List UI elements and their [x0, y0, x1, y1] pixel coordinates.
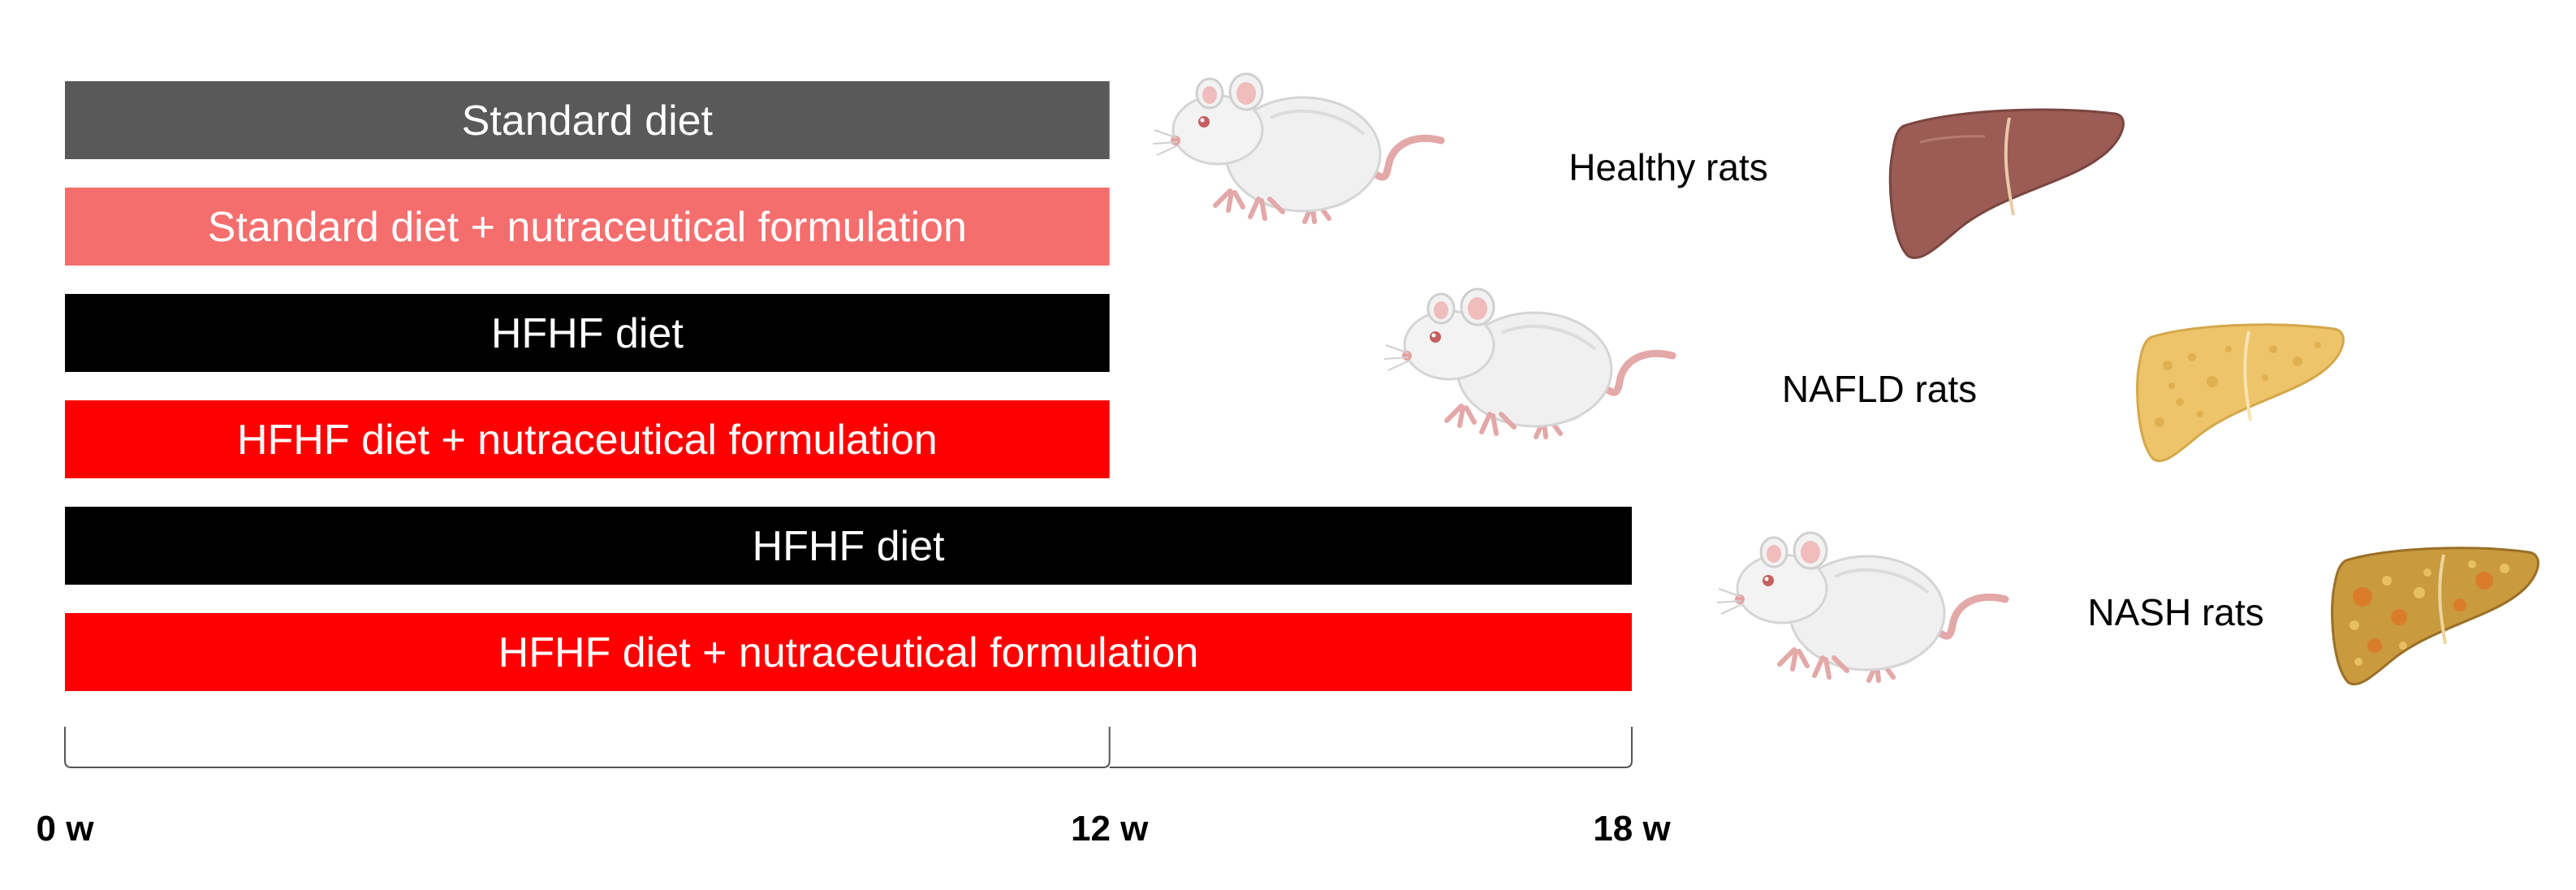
- outcome-label-nafld: NAFLD rats: [1782, 368, 1977, 410]
- outcome-label-healthy: Healthy rats: [1568, 146, 1767, 188]
- diet-bar: HFHF diet: [65, 507, 1632, 585]
- brace-12-18-weeks: [1109, 727, 1633, 768]
- timeline: 0 w 12 w 18 w: [37, 727, 1671, 849]
- diet-bar-rect: [65, 294, 1110, 372]
- diet-bar: HFHF diet + nutraceutical formulation: [65, 613, 1632, 691]
- fatty-liver-icon: [2136, 323, 2345, 463]
- diet-bar-label: HFHF diet + nutraceutical formulation: [237, 417, 938, 464]
- outcome-label-nash: NASH rats: [2087, 591, 2263, 633]
- diet-bar: HFHF diet + nutraceutical formulation: [65, 400, 1110, 478]
- diet-bar-rect: [65, 188, 1110, 266]
- diet-bar: Standard diet + nutraceutical formulatio…: [65, 188, 1110, 266]
- tick-label-12w: 12 w: [1071, 809, 1149, 849]
- diet-bar-label: HFHF diet: [491, 310, 684, 357]
- diet-bar: HFHF diet: [65, 294, 1110, 372]
- diet-bar-label: Standard diet: [462, 97, 714, 145]
- brace-0-12-weeks: [64, 727, 1111, 768]
- diet-bar-label: HFHF diet + nutraceutical formulation: [498, 629, 1199, 676]
- tick-label-18w: 18 w: [1593, 809, 1671, 849]
- rat-icon: [1717, 533, 2005, 680]
- diet-bar-rect: [65, 613, 1632, 691]
- diet-bar-label: Standard diet + nutraceutical formulatio…: [208, 204, 967, 251]
- diet-bar-rect: [65, 81, 1110, 159]
- diet-bar-label: HFHF diet: [753, 523, 945, 570]
- tick-label-0w: 0 w: [37, 809, 95, 849]
- diet-bar: Standard diet: [65, 81, 1110, 159]
- rat-icon: [1153, 74, 1441, 222]
- nash-liver-icon: [2331, 547, 2539, 686]
- diet-bar-rect: [65, 507, 1632, 585]
- rat-icon: [1384, 289, 1672, 437]
- healthy-liver-icon: [1888, 108, 2125, 260]
- diet-bar-rect: [65, 400, 1110, 478]
- diet-bars: Standard diet Standard diet + nutraceutic…: [65, 81, 1632, 691]
